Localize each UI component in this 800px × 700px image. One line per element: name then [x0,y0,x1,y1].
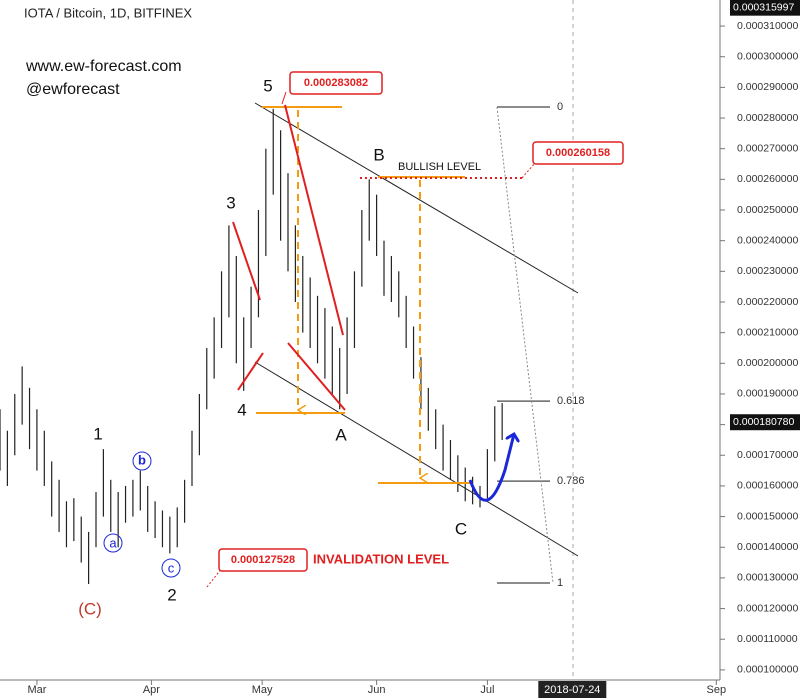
y-tick-label: 0.000190000 [737,388,798,400]
level-box [532,141,624,165]
axis-panel [720,0,800,700]
y-tick-label: 0.000300000 [737,50,798,62]
y-tick-label: 0.000130000 [737,572,798,584]
fib-label: 1 [557,577,563,589]
price-marker-label: 0.000315997 [733,1,794,13]
y-tick-label: 0.000240000 [737,234,798,246]
subwave-circle [132,451,152,471]
y-tick-label: 0.000220000 [737,296,798,308]
drawings [103,0,624,680]
wave-label: (C) [78,599,102,618]
chart-title: IOTA / Bitcoin, 1D, BITFINEX [24,5,192,20]
projection-arrow [468,434,514,502]
y-tick-label: 0.000100000 [737,664,798,676]
x-tick-label: Mar [27,684,46,696]
connector [206,567,223,588]
wedge-line [232,221,261,301]
y-tick-label: 0.000160000 [737,480,798,492]
invalidation-label: INVALIDATION LEVEL [313,551,449,566]
y-tick-label: 0.000260000 [737,173,798,185]
date-marker-label: 2018-07-24 [544,684,600,696]
subwave-circle [161,558,181,578]
subwave-label: b [138,452,146,467]
x-tick-label: May [252,684,273,696]
level-label: 0.000127528 [231,554,295,566]
level-box [289,71,383,95]
y-tick-label: 0.000210000 [737,326,798,338]
channel-lower [254,361,579,557]
wave-label: 1 [93,424,102,443]
fib-label: 0.786 [557,475,585,487]
y-tick-label: 0.000270000 [737,142,798,154]
fib-label: 0.618 [557,395,585,407]
y-tick-label: 0.000310000 [737,20,798,32]
level-label: 0.000283082 [304,77,368,89]
price-marker [730,414,800,431]
y-tick-label: 0.000120000 [737,602,798,614]
wave-label: C [455,519,467,538]
subwave-label: a [109,535,117,550]
connector [281,91,287,105]
connector [521,162,536,179]
wave-label: 3 [226,193,235,212]
price-marker [730,0,800,16]
handle: @ewforecast [26,81,120,98]
price-bars: 0 0.618 0.786 1 [0,101,585,589]
y-tick-label: 0.000230000 [737,265,798,277]
wave-label: B [373,145,384,164]
y-tick-label: 0.000170000 [737,449,798,461]
subwave-label: c [168,560,175,575]
wave-label: 5 [263,76,272,95]
date-marker [538,681,607,698]
header-bg [0,0,300,24]
level-label: 0.000260158 [546,147,610,159]
wedge-line [237,352,264,391]
axis-labels: 0.000100000 0.000110000 0.000120000 0.00013… [27,0,800,698]
y-tick-label: 0.000110000 [737,633,798,645]
level-box [218,548,308,572]
x-tick-label: Jul [480,684,494,696]
x-tick-label: Jun [368,684,386,696]
y-tick-label: 0.000290000 [737,81,798,93]
y-tick-label: 0.000140000 [737,541,798,553]
fib-label: 0 [557,101,563,113]
y-tick-label: 0.000250000 [737,204,798,216]
bullish-label: BULLISH LEVEL [398,161,481,173]
y-tick-label: 0.000280000 [737,112,798,124]
x-tick-label: Apr [143,684,160,696]
channel-upper [254,102,579,294]
x-tick-label: Sep [707,684,727,696]
price-marker-label: 0.000180780 [733,416,794,428]
site: www.ew-forecast.com [25,58,182,75]
subwave-circle [103,533,123,553]
annotations: www.ew-forecast.com @ewforecast 5 3 4 1 … [25,58,610,618]
wave-label: A [335,425,347,444]
y-tick-label: 0.000150000 [737,510,798,522]
wave-label: 2 [167,585,176,604]
wedge-line [284,104,344,336]
wave-label: 4 [237,400,246,419]
wedge-line [287,342,346,411]
y-tick-label: 0.000200000 [737,357,798,369]
